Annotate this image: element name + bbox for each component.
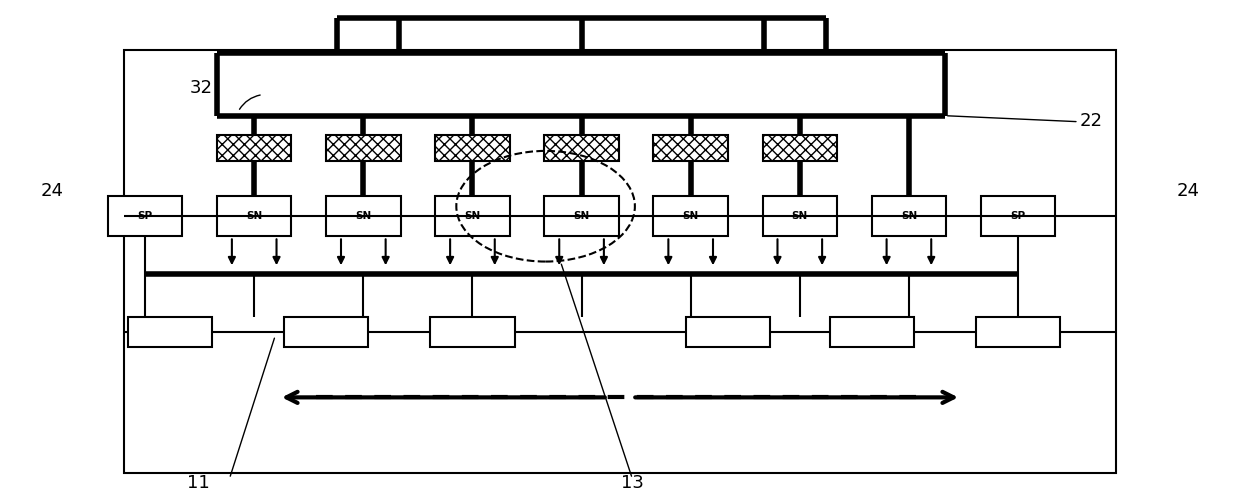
Bar	[686, 317, 770, 347]
Bar	[435, 196, 510, 236]
Text: 11: 11	[187, 474, 210, 492]
Bar	[976, 317, 1060, 347]
Bar	[763, 196, 837, 236]
Bar	[326, 135, 401, 161]
Bar	[124, 50, 1116, 473]
Bar	[872, 196, 946, 236]
Text: SN: SN	[464, 211, 481, 221]
Bar	[981, 196, 1055, 236]
Bar	[830, 317, 914, 347]
Text: 13: 13	[621, 474, 644, 492]
Text: SN: SN	[682, 211, 699, 221]
Text: 24: 24	[41, 182, 63, 200]
Text: SN: SN	[573, 211, 590, 221]
Text: SN: SN	[355, 211, 372, 221]
Text: SP: SP	[138, 211, 153, 221]
Bar	[435, 135, 510, 161]
Bar	[653, 196, 728, 236]
Bar	[653, 135, 728, 161]
Bar	[217, 135, 291, 161]
Text: SN: SN	[900, 211, 918, 221]
Text: 24: 24	[1177, 182, 1199, 200]
Bar	[430, 317, 515, 347]
Bar	[544, 196, 619, 236]
Bar	[108, 196, 182, 236]
Text: 22: 22	[1080, 112, 1102, 130]
Bar	[544, 135, 619, 161]
Bar	[763, 135, 837, 161]
Bar	[217, 196, 291, 236]
Text: SP: SP	[1011, 211, 1025, 221]
Text: SN: SN	[791, 211, 808, 221]
Bar	[326, 196, 401, 236]
Text: 32: 32	[190, 79, 212, 97]
Bar	[128, 317, 212, 347]
Text: SN: SN	[246, 211, 263, 221]
Bar	[284, 317, 368, 347]
